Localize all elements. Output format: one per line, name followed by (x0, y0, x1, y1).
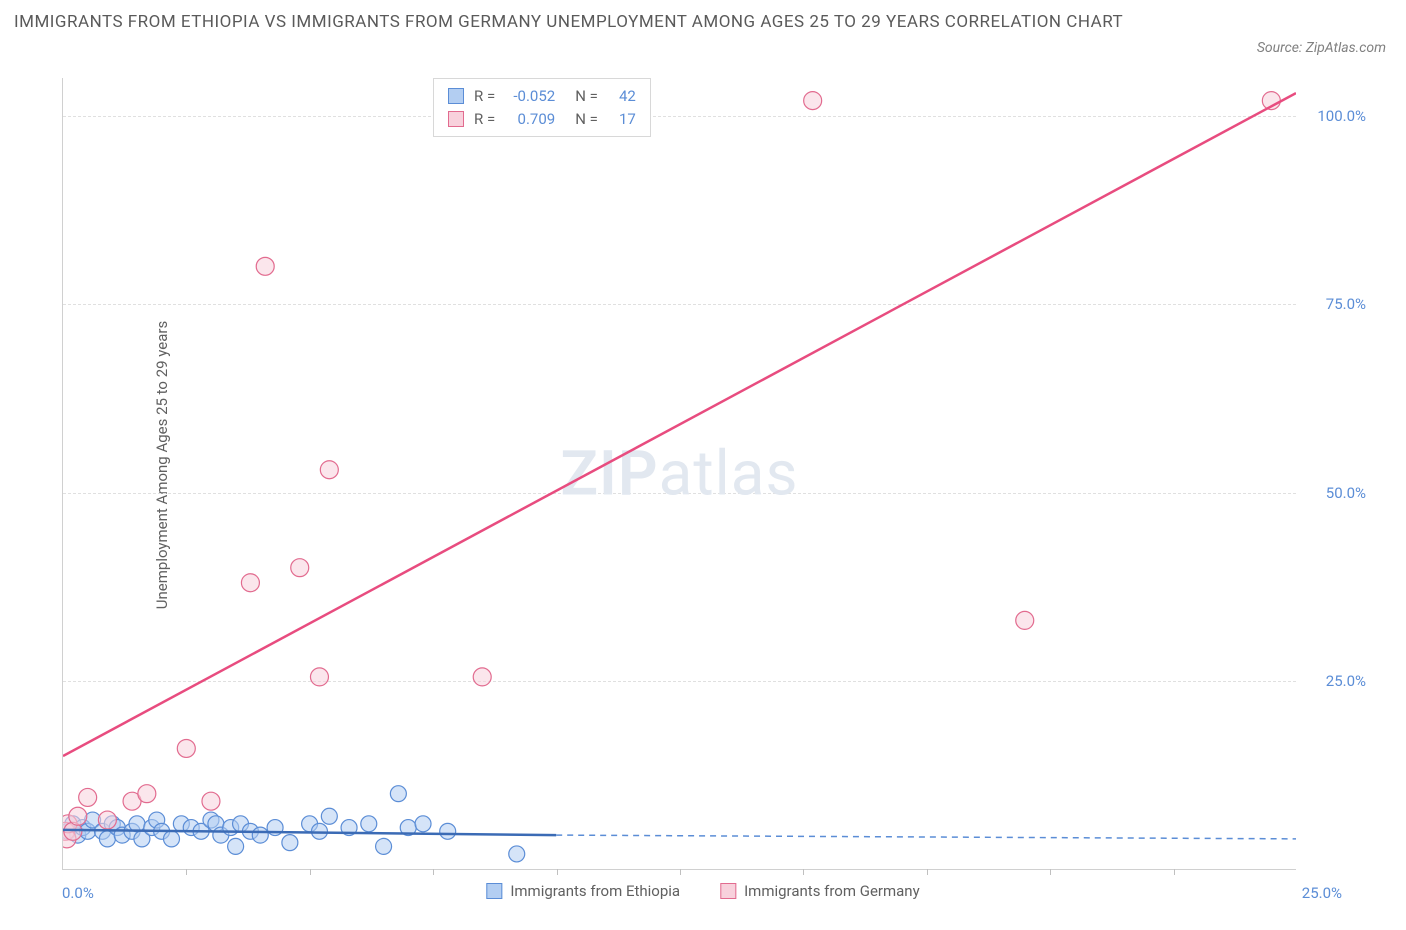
data-point (804, 92, 822, 110)
data-point (376, 838, 392, 854)
data-point (79, 788, 97, 806)
legend-label: Immigrants from Germany (744, 882, 920, 900)
data-point (202, 792, 220, 810)
stats-r-label: R = (474, 85, 495, 108)
plot-area: ZIPatlas R =-0.052N =42R =0.709N =17 25.… (62, 78, 1296, 870)
data-point (390, 786, 406, 802)
stats-n-label: N = (575, 85, 598, 108)
source-attribution: Source: ZipAtlas.com (1257, 40, 1386, 56)
stats-r-value: 0.709 (505, 108, 555, 131)
series-legend: Immigrants from Ethiopia Immigrants from … (486, 882, 919, 900)
stats-row: R = -0.052 N = 42 (448, 85, 636, 108)
regression-line (63, 93, 1296, 756)
y-tick-label: 100.0% (1317, 107, 1366, 125)
data-point (69, 807, 87, 825)
data-point (1016, 611, 1034, 629)
x-tick-minor (557, 869, 558, 875)
x-axis-min-label: 0.0% (62, 884, 94, 902)
stats-legend-box: R = -0.052 N = 42 R = 0.709 N = 17 (433, 78, 651, 137)
x-axis-max-label: 25.0% (1302, 884, 1342, 902)
stats-n-label: N = (575, 108, 598, 131)
data-point (282, 835, 298, 851)
x-tick-minor (680, 869, 681, 875)
x-tick-minor (186, 869, 187, 875)
x-tick-minor (1174, 869, 1175, 875)
stats-r-label: R = (474, 108, 495, 131)
data-point (177, 739, 195, 757)
x-tick-minor (1050, 869, 1051, 875)
stats-swatch (448, 111, 464, 127)
y-tick-label: 25.0% (1326, 672, 1366, 690)
data-point (440, 823, 456, 839)
data-point (241, 574, 259, 592)
data-point (291, 559, 309, 577)
stats-r-value: -0.052 (505, 85, 555, 108)
data-point (320, 461, 338, 479)
stats-swatch (448, 88, 464, 104)
legend-swatch (486, 883, 502, 899)
legend-swatch (720, 883, 736, 899)
data-point (310, 668, 328, 686)
data-point (321, 808, 337, 824)
data-point (361, 816, 377, 832)
stats-n-value: 42 (608, 85, 636, 108)
regression-dashed-extension (556, 835, 1296, 839)
data-point (164, 831, 180, 847)
stats-row: R = 0.709 N = 17 (448, 108, 636, 131)
legend-item: Immigrants from Germany (720, 882, 920, 900)
legend-label: Immigrants from Ethiopia (510, 882, 680, 900)
data-point (256, 257, 274, 275)
data-point (473, 668, 491, 686)
chart-title: IMMIGRANTS FROM ETHIOPIA VS IMMIGRANTS F… (14, 10, 1206, 36)
y-tick-label: 50.0% (1326, 484, 1366, 502)
x-tick-minor (927, 869, 928, 875)
data-point (252, 827, 268, 843)
x-tick-minor (433, 869, 434, 875)
data-point (509, 846, 525, 862)
stats-n-value: 17 (608, 108, 636, 131)
data-point (228, 838, 244, 854)
chart-svg (63, 78, 1296, 869)
x-tick-minor (803, 869, 804, 875)
data-point (98, 811, 116, 829)
x-tick-minor (310, 869, 311, 875)
data-point (138, 785, 156, 803)
legend-item: Immigrants from Ethiopia (486, 882, 680, 900)
y-tick-label: 75.0% (1326, 295, 1366, 313)
data-point (415, 816, 431, 832)
